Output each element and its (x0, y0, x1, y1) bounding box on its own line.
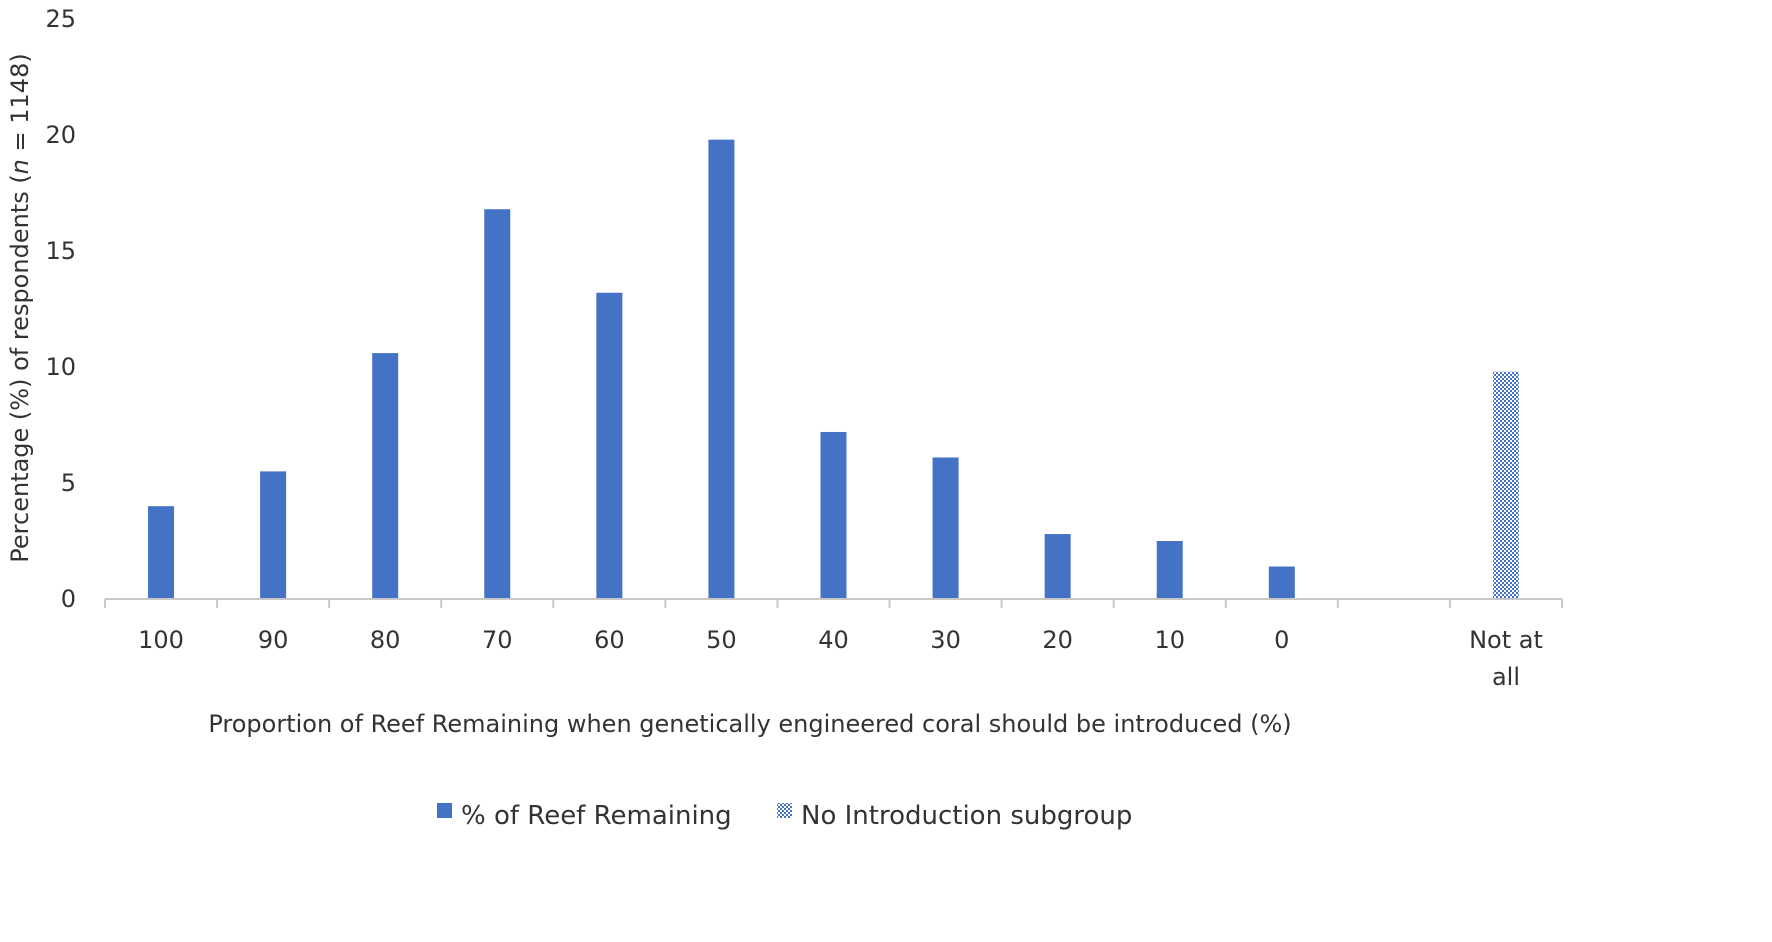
legend-swatch (777, 803, 792, 818)
bar-reef-remaining (148, 506, 175, 599)
bar-reef-remaining (596, 292, 623, 599)
x-tick-label: Not at all (1469, 626, 1543, 691)
y-tick-label: 10 (45, 353, 76, 381)
x-axis-tick-labels: 100 90 80 70 60 50 40 30 20 10 0 Not at all (138, 626, 1543, 691)
x-tick-label: 50 (706, 626, 737, 654)
y-tick-label: 20 (45, 121, 76, 149)
legend-label: No Introduction subgroup (801, 801, 1132, 831)
x-tick-label: 40 (818, 626, 849, 654)
bar-reef-remaining (1268, 566, 1295, 599)
x-tick-label: 90 (258, 626, 289, 654)
y-axis-title: Percentage (%) of respondents (n = 1148) (6, 53, 34, 562)
bar-reef-remaining (484, 209, 511, 600)
x-axis (104, 598, 1563, 608)
y-tick-label: 0 (61, 585, 76, 613)
bar-reef-remaining (372, 353, 399, 599)
bar-reef-remaining (1044, 534, 1071, 599)
bars (148, 139, 1519, 600)
bar-reef-remaining (932, 457, 959, 599)
legend-swatch (437, 803, 452, 818)
bar-reef-remaining (260, 471, 287, 599)
bar-reef-remaining (708, 139, 735, 599)
y-tick-label: 25 (45, 5, 76, 33)
bar-reef-remaining (1156, 541, 1183, 599)
bar-no-introduction (1492, 371, 1519, 599)
x-tick-label: 80 (370, 626, 401, 654)
x-tick-label: 100 (138, 626, 184, 654)
y-axis-ticks: 0 5 10 15 20 25 (45, 5, 76, 613)
x-tick-label: 10 (1154, 626, 1185, 654)
x-tick-label: 30 (930, 626, 961, 654)
x-tick-label: 70 (482, 626, 513, 654)
legend: % of Reef Remaining No Introduction subgr… (437, 801, 1132, 831)
y-tick-label: 5 (61, 469, 76, 497)
legend-label: % of Reef Remaining (461, 801, 732, 831)
x-tick-label: 20 (1042, 626, 1073, 654)
x-tick-label: 60 (594, 626, 625, 654)
y-tick-label: 15 (45, 237, 76, 265)
x-axis-title: Proportion of Reef Remaining when geneti… (208, 710, 1291, 738)
x-tick-label: 0 (1274, 626, 1289, 654)
bar-reef-remaining (820, 431, 847, 599)
